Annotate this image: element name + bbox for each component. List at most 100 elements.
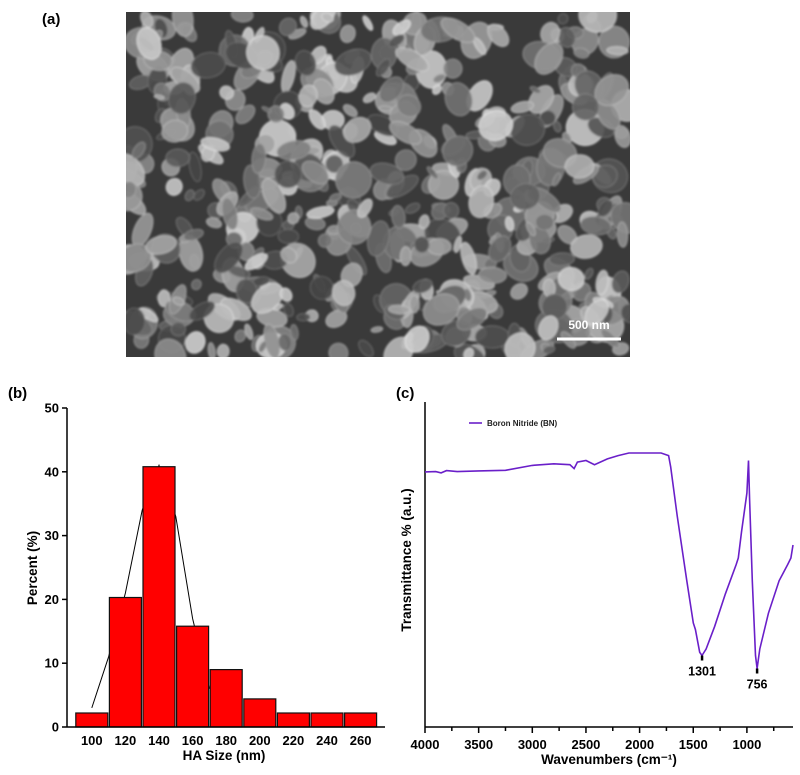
sem-particle bbox=[409, 294, 420, 314]
sem-particle bbox=[395, 47, 429, 72]
sem-particle bbox=[126, 307, 146, 336]
sem-particle bbox=[296, 312, 311, 322]
x-tick-label: 4000 bbox=[411, 737, 440, 752]
sem-particle bbox=[580, 216, 612, 236]
sem-particle bbox=[394, 149, 417, 171]
sem-particle bbox=[325, 309, 348, 328]
sem-particle bbox=[276, 140, 312, 161]
sem-particle bbox=[190, 51, 227, 79]
sem-particle bbox=[529, 86, 541, 94]
sem-particle bbox=[246, 35, 280, 70]
sem-particle bbox=[336, 209, 372, 245]
sem-particle bbox=[258, 340, 267, 353]
sem-particle bbox=[510, 283, 528, 300]
x-tick-label: 260 bbox=[350, 733, 372, 748]
sem-particle bbox=[357, 198, 373, 218]
sem-particle bbox=[334, 48, 372, 76]
x-tick-label: 2000 bbox=[625, 737, 654, 752]
sem-particle bbox=[343, 116, 372, 143]
sem-particle bbox=[578, 12, 617, 33]
sem-particle bbox=[328, 342, 349, 357]
sem-particle bbox=[370, 326, 384, 333]
sem-particle bbox=[392, 19, 411, 36]
sem-particle bbox=[396, 94, 422, 118]
histogram-bar bbox=[209, 668, 243, 728]
sem-particle bbox=[206, 217, 222, 229]
x-tick-label: 160 bbox=[182, 733, 204, 748]
histogram-bar bbox=[344, 712, 378, 728]
sem-particle bbox=[474, 325, 510, 349]
histogram-bar bbox=[276, 712, 310, 728]
sem-particle bbox=[542, 345, 556, 355]
sem-particle bbox=[488, 235, 512, 263]
y-tick-label: 50 bbox=[45, 401, 59, 416]
sem-particle bbox=[468, 185, 494, 219]
y-tick-label: 0 bbox=[52, 720, 59, 735]
sem-particle bbox=[404, 325, 430, 353]
sem-particle bbox=[321, 12, 334, 23]
sem-particle bbox=[432, 84, 442, 95]
sem-particle bbox=[379, 76, 404, 103]
sem-particle bbox=[261, 106, 272, 113]
sem-particle bbox=[309, 275, 334, 300]
sem-particle bbox=[362, 92, 376, 104]
sem-particle bbox=[432, 73, 446, 83]
sem-particle bbox=[283, 302, 294, 318]
sem-particle bbox=[267, 105, 285, 123]
sem-particle bbox=[412, 278, 433, 294]
sem-particle bbox=[391, 204, 406, 229]
sem-particle bbox=[250, 207, 273, 221]
y-axis-label: Transmittance % (a.u.) bbox=[399, 488, 414, 631]
sem-particle bbox=[188, 301, 216, 321]
sem-particle bbox=[525, 221, 536, 237]
series-line-boron-nitride bbox=[424, 452, 794, 669]
sem-particle bbox=[216, 343, 230, 357]
sem-particle bbox=[442, 135, 474, 167]
histogram-bar bbox=[108, 596, 143, 728]
x-tick-label: 120 bbox=[115, 733, 137, 748]
sem-particle bbox=[165, 148, 191, 168]
sem-particle bbox=[342, 104, 358, 118]
sem-particle bbox=[317, 233, 333, 248]
sem-particle bbox=[277, 228, 300, 245]
sem-particle bbox=[244, 253, 268, 271]
sem-particle bbox=[287, 212, 300, 225]
sem-particle bbox=[214, 241, 243, 274]
x-tick-label: 1000 bbox=[732, 737, 761, 752]
y-axis-label: Percent (%) bbox=[25, 531, 40, 605]
sem-particle bbox=[564, 154, 595, 179]
sem-particle bbox=[145, 235, 177, 255]
scale-bar-label: 500 nm bbox=[568, 318, 609, 332]
x-axis-label: HA Size (nm) bbox=[183, 748, 266, 763]
sem-particle bbox=[335, 161, 372, 199]
sem-particle bbox=[388, 34, 405, 48]
sem-particle bbox=[308, 109, 326, 130]
histogram-bar bbox=[176, 625, 210, 728]
sem-particle bbox=[154, 338, 187, 357]
sem-particle bbox=[274, 160, 302, 189]
sem-particle bbox=[278, 333, 292, 352]
panel-label-c: (c) bbox=[396, 385, 414, 402]
sem-particle bbox=[558, 266, 585, 291]
sem-particle bbox=[329, 192, 342, 202]
sem-particle bbox=[573, 47, 590, 59]
sem-particle bbox=[440, 17, 476, 44]
sem-micrograph bbox=[126, 12, 630, 357]
sem-particle bbox=[460, 241, 477, 275]
sem-particle bbox=[369, 162, 405, 185]
x-tick-label: 240 bbox=[316, 733, 338, 748]
sem-particle bbox=[138, 307, 159, 323]
sem-particle bbox=[140, 12, 154, 28]
sem-particle bbox=[183, 228, 204, 241]
sem-particle bbox=[161, 119, 189, 143]
sem-particle bbox=[153, 94, 165, 100]
sem-particle bbox=[597, 199, 613, 217]
sem-particle bbox=[557, 13, 569, 25]
sem-particle bbox=[444, 82, 473, 117]
histogram-bar bbox=[75, 712, 109, 728]
sem-particle bbox=[234, 329, 246, 343]
sem-particle bbox=[453, 236, 462, 253]
sem-particle bbox=[339, 24, 356, 44]
sem-particle bbox=[278, 17, 297, 37]
sem-particle bbox=[478, 266, 507, 284]
